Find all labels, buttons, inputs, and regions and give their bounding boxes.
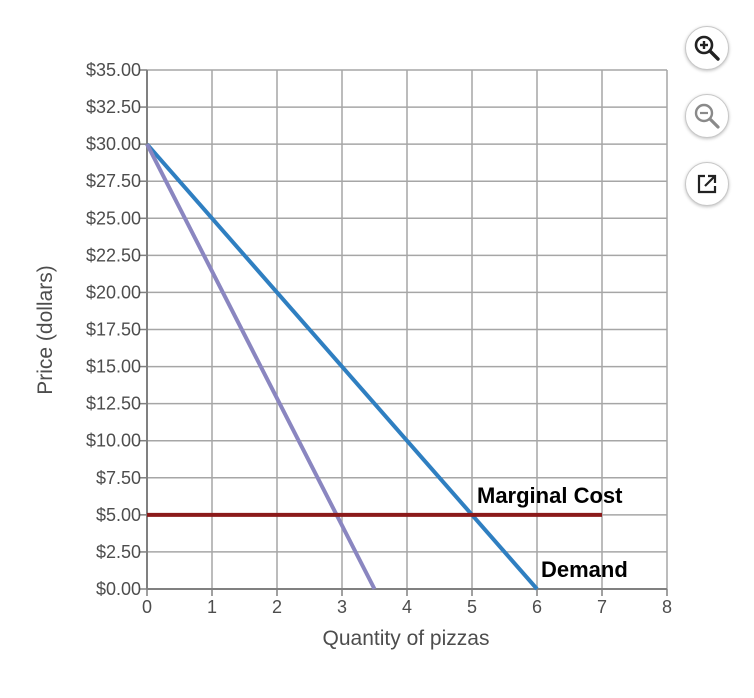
- external-link-icon: [697, 174, 717, 194]
- x-tick-label: 6: [532, 597, 542, 617]
- y-tick-label: $0.00: [96, 579, 141, 599]
- y-tick-label: $35.00: [86, 60, 141, 80]
- zoom-in-icon: [694, 35, 720, 61]
- grid: [146, 69, 668, 590]
- x-axis-title: Quantity of pizzas: [323, 627, 490, 650]
- zoom-out-button[interactable]: [685, 94, 729, 138]
- x-tick-label: 8: [662, 597, 672, 617]
- axes: [140, 69, 668, 596]
- marginal-cost-label: Marginal Cost: [477, 483, 623, 508]
- y-tick-label: $22.50: [86, 245, 141, 265]
- zoom-in-button[interactable]: [685, 26, 729, 70]
- x-tick-label: 5: [467, 597, 477, 617]
- x-tick-label: 7: [597, 597, 607, 617]
- y-tick-labels: $0.00 $2.50 $5.00 $7.50 $10.00 $12.50 $15.00 $1…: [86, 60, 141, 599]
- zoom-out-icon: [694, 103, 720, 129]
- y-tick-label: $10.00: [86, 431, 141, 451]
- x-tick-label: 4: [402, 597, 412, 617]
- y-axis-title: Price (dollars): [34, 265, 57, 395]
- x-tick-label: 0: [142, 597, 152, 617]
- series-lines: [145, 142, 602, 591]
- open-external-button[interactable]: [685, 162, 729, 206]
- x-tick-label: 2: [272, 597, 282, 617]
- y-tick-label: $2.50: [96, 542, 141, 562]
- x-tick-labels: 0 1 2 3 4 5 6 7 8: [142, 597, 672, 617]
- x-tick-label: 1: [207, 597, 217, 617]
- y-tick-label: $20.00: [86, 282, 141, 302]
- y-tick-label: $15.00: [86, 357, 141, 377]
- demand-label: Demand: [541, 557, 628, 582]
- y-tick-label: $7.50: [96, 468, 141, 488]
- y-tick-label: $25.00: [86, 208, 141, 228]
- y-tick-label: $17.50: [86, 320, 141, 340]
- y-tick-label: $30.00: [86, 134, 141, 154]
- y-tick-label: $5.00: [96, 505, 141, 525]
- y-tick-label: $12.50: [86, 394, 141, 414]
- x-tick-label: 3: [337, 597, 347, 617]
- y-tick-label: $32.50: [86, 97, 141, 117]
- y-tick-label: $27.50: [86, 171, 141, 191]
